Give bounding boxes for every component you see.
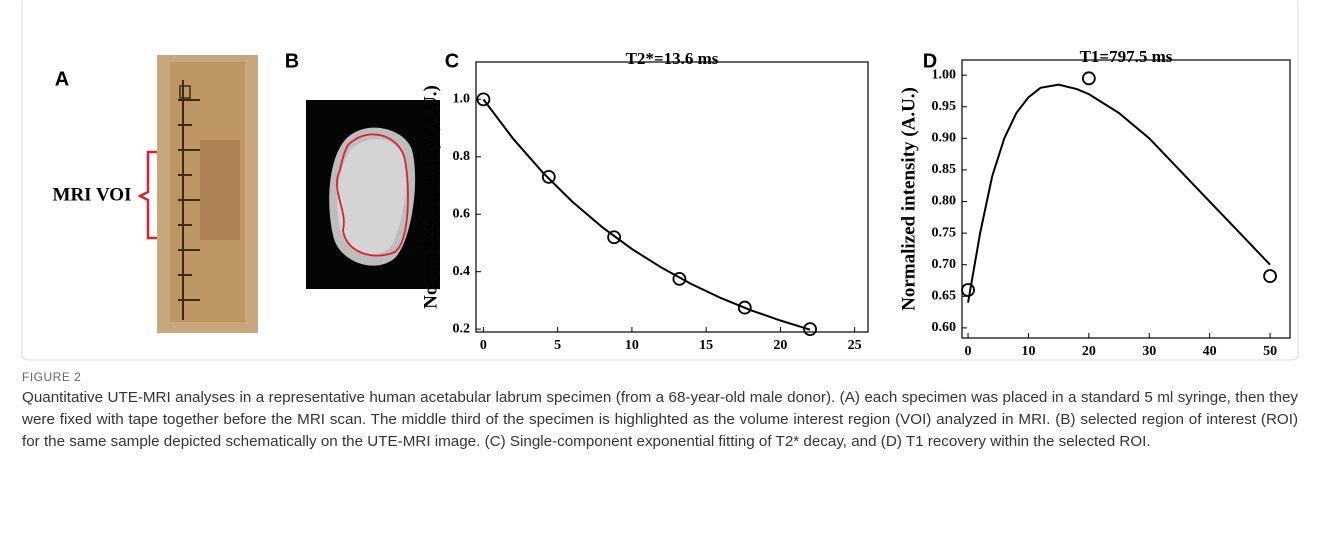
panel-label: D bbox=[923, 50, 937, 72]
fit-curve bbox=[967, 83, 1271, 303]
figure: A MRI VOI B C T2*=13.6 ms 0 5 10 15 20 25 0.2 0.4… bbox=[21, 0, 1299, 362]
x-tick-label: 30 bbox=[1142, 344, 1156, 359]
y-tick-label: 0.6 bbox=[453, 206, 471, 221]
mri-image bbox=[306, 100, 440, 289]
x-tick-label: 25 bbox=[848, 338, 862, 353]
y-tick-label: 0.75 bbox=[932, 225, 957, 240]
y-axis-label: Normalized intensity (A.U.) bbox=[898, 87, 919, 311]
data-point bbox=[1263, 269, 1277, 283]
chart-title: T2*=13.6 ms bbox=[626, 49, 719, 68]
panel-label: B bbox=[285, 50, 299, 72]
data-point bbox=[541, 169, 556, 184]
y-tick-label: 0.60 bbox=[932, 320, 957, 335]
y-tick-label: 0.80 bbox=[932, 194, 957, 209]
panel-label: A bbox=[55, 68, 69, 90]
x-tick-label: 15 bbox=[699, 338, 713, 353]
x-tick-label: 20 bbox=[773, 338, 787, 353]
y-tick-label: 0.65 bbox=[932, 289, 957, 304]
figure-label: FIGURE 2 bbox=[22, 370, 82, 384]
y-tick-label: 0.95 bbox=[932, 99, 957, 114]
plot-frame bbox=[475, 61, 869, 333]
y-tick-label: 1.0 bbox=[453, 92, 471, 107]
syringe-photo bbox=[157, 55, 258, 333]
x-tick-label: 40 bbox=[1203, 344, 1217, 359]
y-tick-label: 1.00 bbox=[932, 67, 957, 82]
x-tick-label: 20 bbox=[1082, 344, 1096, 359]
x-tick-label: 10 bbox=[625, 338, 639, 353]
y-tick-label: 0.70 bbox=[932, 257, 957, 272]
plot-frame bbox=[961, 59, 1291, 339]
y-tick-label: 0.8 bbox=[453, 149, 471, 164]
x-tick-label: 50 bbox=[1263, 344, 1277, 359]
data-point bbox=[476, 92, 491, 107]
y-axis-label: Normalized intensity (A.U.) bbox=[420, 85, 441, 309]
data-point bbox=[961, 283, 975, 297]
x-tick-label: 5 bbox=[554, 338, 561, 353]
panel-label: C bbox=[445, 50, 459, 72]
y-tick-label: 0.90 bbox=[932, 131, 957, 146]
figure-frame bbox=[21, 0, 1299, 361]
data-point bbox=[737, 300, 752, 315]
x-axis-label: TE (ms) bbox=[639, 360, 705, 362]
data-point bbox=[607, 230, 621, 245]
data-point bbox=[803, 322, 817, 337]
data-point bbox=[672, 271, 687, 286]
y-tick-label: 0.85 bbox=[932, 162, 957, 177]
x-tick-label: 10 bbox=[1021, 344, 1035, 359]
voi-label: MRI VOI bbox=[53, 184, 132, 205]
y-tick-label: 0.4 bbox=[453, 264, 471, 279]
figure-caption: Quantitative UTE-MRI analyses in a repre… bbox=[22, 389, 1298, 450]
chart-title: T1=797.5 ms bbox=[1080, 47, 1173, 66]
x-tick-label: 0 bbox=[965, 344, 972, 359]
y-tick-label: 0.2 bbox=[453, 321, 471, 336]
fit-curve bbox=[482, 98, 811, 331]
data-point bbox=[1081, 71, 1096, 86]
voi-bracket bbox=[137, 150, 157, 240]
x-tick-label: 0 bbox=[480, 338, 487, 353]
